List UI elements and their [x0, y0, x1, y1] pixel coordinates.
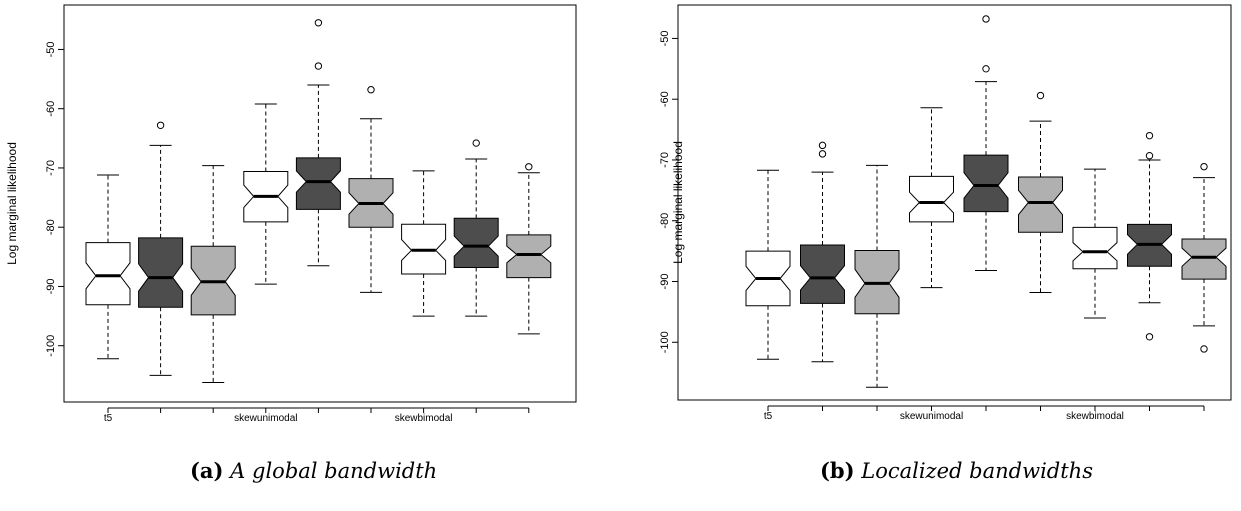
panel-a-chart: -100 -90 -80 -70 -60 -50 Log marginal likeliho…	[5, 4, 577, 424]
y-tick-label: -90	[45, 279, 57, 295]
notched-box	[295, 157, 341, 210]
outlier-point	[1200, 345, 1208, 353]
x-tick-label: skewunimodal	[234, 413, 297, 424]
y-axis-title: Log marginal likelihood	[671, 141, 685, 264]
box-skewunimodal-light	[1018, 91, 1063, 293]
y-tick-label: -100	[45, 335, 57, 357]
y-tick-label: -70	[45, 160, 57, 176]
notched-box	[453, 217, 499, 268]
notched-box	[963, 154, 1009, 213]
outlier-point	[982, 15, 990, 23]
y-tick-label: -90	[659, 274, 671, 290]
notched-box	[506, 234, 552, 279]
outlier-point	[1036, 91, 1045, 100]
outlier-point	[472, 139, 480, 147]
box-t5-light	[190, 165, 236, 383]
box-skewunimodal-light	[348, 86, 394, 293]
plot-frame	[677, 4, 1232, 401]
y-tick-label: -50	[45, 41, 57, 57]
caption-b: (b) Localized bandwidths	[820, 458, 1093, 483]
box-skewbimodal-light	[506, 163, 552, 335]
box-skewunimodal-white	[243, 103, 289, 285]
caption-a-label: (a)	[190, 458, 224, 483]
outlier-point	[314, 62, 323, 70]
panel-b-chart: -100 -90 -80 -70 -60 -50 Log marginal likeliho…	[659, 4, 1232, 422]
notched-box	[909, 175, 954, 223]
outlier-point	[525, 163, 533, 171]
outlier-point	[818, 150, 827, 158]
outlier-point	[1145, 131, 1154, 140]
x-tick-label: t5	[104, 413, 113, 424]
y-tick-label: -60	[45, 101, 57, 117]
x-tick-label: t5	[764, 411, 773, 422]
outlier-point	[367, 86, 375, 94]
box-t5-white	[745, 169, 791, 360]
outlier-point	[314, 19, 323, 27]
box-t5-dark	[138, 121, 184, 376]
caption-b-label: (b)	[820, 458, 855, 483]
box-skewbimodal-dark	[1127, 131, 1172, 341]
plot-frame	[63, 4, 577, 403]
x-tick-label: skewbimodal	[395, 413, 453, 424]
outlier-point	[982, 65, 990, 73]
box-skewbimodal-light	[1181, 162, 1227, 353]
box-skewunimodal-white	[909, 107, 954, 289]
box-t5-white	[85, 174, 131, 360]
caption-a-text: A global bandwidth	[230, 459, 438, 483]
y-tick-label: -60	[659, 91, 671, 107]
box-t5-dark	[800, 141, 845, 363]
outlier-point	[818, 141, 827, 150]
y-tick-label: -50	[659, 30, 671, 46]
y-tick-label: -80	[45, 219, 57, 235]
outlier-point	[1200, 162, 1208, 171]
y-axis-title: Log marginal likelihood	[5, 142, 19, 265]
x-tick-label: skewunimodal	[900, 411, 963, 422]
box-skewunimodal-dark	[295, 19, 341, 267]
notched-box	[85, 242, 131, 306]
box-t5-light	[854, 164, 900, 388]
box-skewbimodal-white	[401, 170, 447, 317]
notched-box	[800, 244, 845, 304]
notched-box	[1072, 226, 1118, 270]
y-tick-label: -100	[659, 331, 671, 353]
x-tick-label: skewbimodal	[1066, 411, 1124, 422]
notched-box	[1018, 176, 1063, 233]
notched-box	[1181, 238, 1227, 280]
box-skewbimodal-dark	[453, 139, 499, 317]
y-tick-label: -80	[659, 213, 671, 229]
outlier-point	[1145, 333, 1154, 341]
caption-b-text: Localized bandwidths	[861, 459, 1093, 483]
box-skewbimodal-white	[1072, 168, 1118, 319]
outlier-point	[1145, 152, 1154, 160]
y-tick-label: -70	[659, 152, 671, 168]
caption-a: (a) A global bandwidth	[190, 458, 437, 483]
outlier-point	[156, 121, 165, 129]
notched-box	[138, 237, 184, 308]
box-skewunimodal-dark	[963, 15, 1009, 272]
